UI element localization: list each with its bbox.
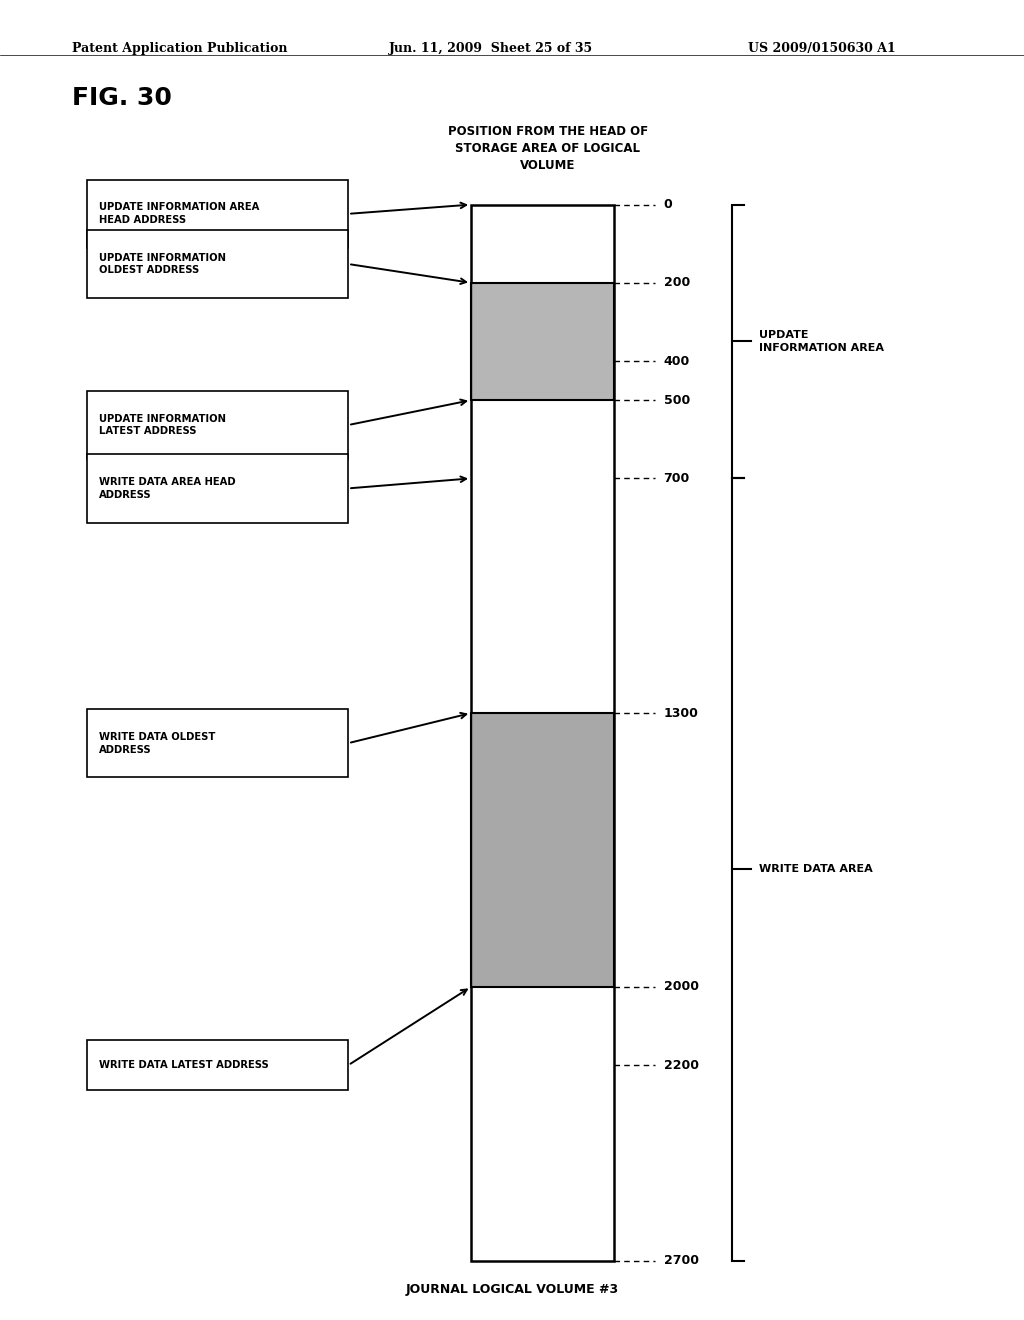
Text: WRITE DATA LATEST ADDRESS: WRITE DATA LATEST ADDRESS <box>99 1060 269 1071</box>
Text: WRITE DATA AREA: WRITE DATA AREA <box>759 865 872 874</box>
Text: POSITION FROM THE HEAD OF
STORAGE AREA OF LOGICAL
VOLUME: POSITION FROM THE HEAD OF STORAGE AREA O… <box>447 125 648 173</box>
Text: UPDATE INFORMATION
LATEST ADDRESS: UPDATE INFORMATION LATEST ADDRESS <box>99 413 226 437</box>
Text: 500: 500 <box>664 393 690 407</box>
Bar <box>87 709 348 777</box>
Text: 200: 200 <box>664 276 690 289</box>
Text: WRITE DATA OLDEST
ADDRESS: WRITE DATA OLDEST ADDRESS <box>99 731 216 755</box>
Text: 700: 700 <box>664 471 690 484</box>
Text: 400: 400 <box>664 355 690 367</box>
Text: US 2009/0150630 A1: US 2009/0150630 A1 <box>748 42 895 55</box>
Text: FIG. 30: FIG. 30 <box>72 86 172 110</box>
Bar <box>87 230 348 298</box>
Bar <box>87 391 348 459</box>
Bar <box>471 713 614 987</box>
Text: UPDATE
INFORMATION AREA: UPDATE INFORMATION AREA <box>759 330 884 352</box>
Bar <box>87 180 348 248</box>
Bar <box>471 282 614 400</box>
Text: 2200: 2200 <box>664 1059 698 1072</box>
Text: JOURNAL LOGICAL VOLUME #3: JOURNAL LOGICAL VOLUME #3 <box>406 1283 618 1296</box>
Text: 2700: 2700 <box>664 1254 698 1267</box>
Text: 0: 0 <box>664 198 673 211</box>
Text: Patent Application Publication: Patent Application Publication <box>72 42 287 55</box>
Text: WRITE DATA AREA HEAD
ADDRESS: WRITE DATA AREA HEAD ADDRESS <box>99 477 236 500</box>
Bar <box>471 282 614 400</box>
Bar <box>87 1040 348 1090</box>
Bar <box>87 454 348 523</box>
Text: 1300: 1300 <box>664 706 698 719</box>
Text: Jun. 11, 2009  Sheet 25 of 35: Jun. 11, 2009 Sheet 25 of 35 <box>389 42 593 55</box>
Text: 2000: 2000 <box>664 981 698 994</box>
Bar <box>471 205 614 1261</box>
Bar <box>471 713 614 987</box>
Text: UPDATE INFORMATION AREA
HEAD ADDRESS: UPDATE INFORMATION AREA HEAD ADDRESS <box>99 202 260 226</box>
Text: UPDATE INFORMATION
OLDEST ADDRESS: UPDATE INFORMATION OLDEST ADDRESS <box>99 252 226 276</box>
